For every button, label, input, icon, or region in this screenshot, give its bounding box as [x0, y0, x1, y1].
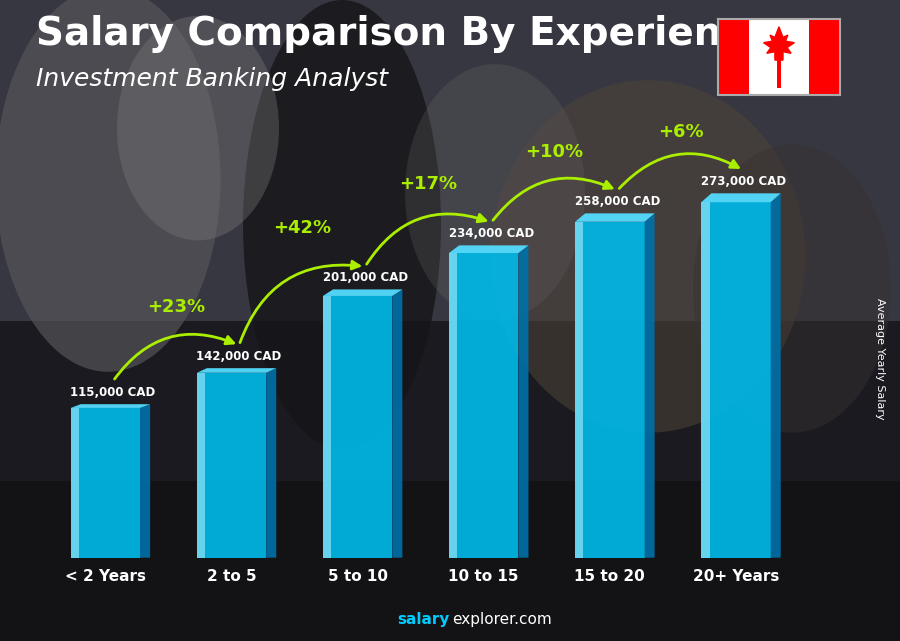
Text: 115,000 CAD: 115,000 CAD — [70, 386, 156, 399]
Bar — [449, 253, 457, 558]
Bar — [809, 19, 840, 95]
Ellipse shape — [117, 16, 279, 240]
Polygon shape — [140, 404, 150, 558]
Ellipse shape — [405, 64, 585, 321]
Bar — [749, 19, 809, 95]
Polygon shape — [770, 194, 780, 558]
Text: 273,000 CAD: 273,000 CAD — [701, 176, 786, 188]
Bar — [701, 202, 709, 558]
Bar — [0, 320, 900, 641]
Bar — [197, 373, 205, 558]
Polygon shape — [763, 27, 795, 60]
Polygon shape — [449, 246, 528, 253]
Text: 234,000 CAD: 234,000 CAD — [448, 228, 534, 240]
Text: +10%: +10% — [526, 144, 583, 162]
Text: +42%: +42% — [273, 219, 331, 237]
Polygon shape — [518, 246, 528, 558]
Bar — [323, 296, 392, 558]
Text: +23%: +23% — [147, 298, 205, 316]
Polygon shape — [644, 213, 654, 558]
Text: +6%: +6% — [658, 123, 703, 141]
Polygon shape — [575, 213, 654, 222]
Bar — [575, 222, 583, 558]
Text: 258,000 CAD: 258,000 CAD — [575, 196, 660, 208]
Polygon shape — [266, 368, 276, 558]
Bar — [197, 373, 266, 558]
Ellipse shape — [693, 144, 891, 433]
Text: 142,000 CAD: 142,000 CAD — [196, 350, 282, 363]
Text: +17%: +17% — [400, 175, 457, 194]
Text: explorer.com: explorer.com — [452, 612, 552, 627]
Ellipse shape — [0, 0, 220, 372]
Polygon shape — [392, 290, 402, 558]
Bar — [718, 19, 749, 95]
Bar — [701, 202, 770, 558]
Bar — [449, 253, 518, 558]
Bar — [323, 296, 331, 558]
Polygon shape — [71, 404, 150, 408]
Bar — [0, 481, 900, 641]
Ellipse shape — [491, 80, 806, 433]
Text: Salary Comparison By Experience: Salary Comparison By Experience — [36, 15, 770, 53]
Bar — [71, 408, 79, 558]
Polygon shape — [701, 194, 780, 202]
Polygon shape — [323, 290, 402, 296]
Ellipse shape — [243, 0, 441, 449]
Text: Investment Banking Analyst: Investment Banking Analyst — [36, 67, 388, 91]
Bar — [777, 60, 781, 88]
Bar — [0, 0, 900, 320]
Polygon shape — [197, 368, 276, 373]
Text: Average Yearly Salary: Average Yearly Salary — [875, 298, 886, 420]
Text: salary: salary — [398, 612, 450, 627]
Bar — [71, 408, 140, 558]
Text: 201,000 CAD: 201,000 CAD — [322, 271, 408, 285]
Bar — [575, 222, 644, 558]
